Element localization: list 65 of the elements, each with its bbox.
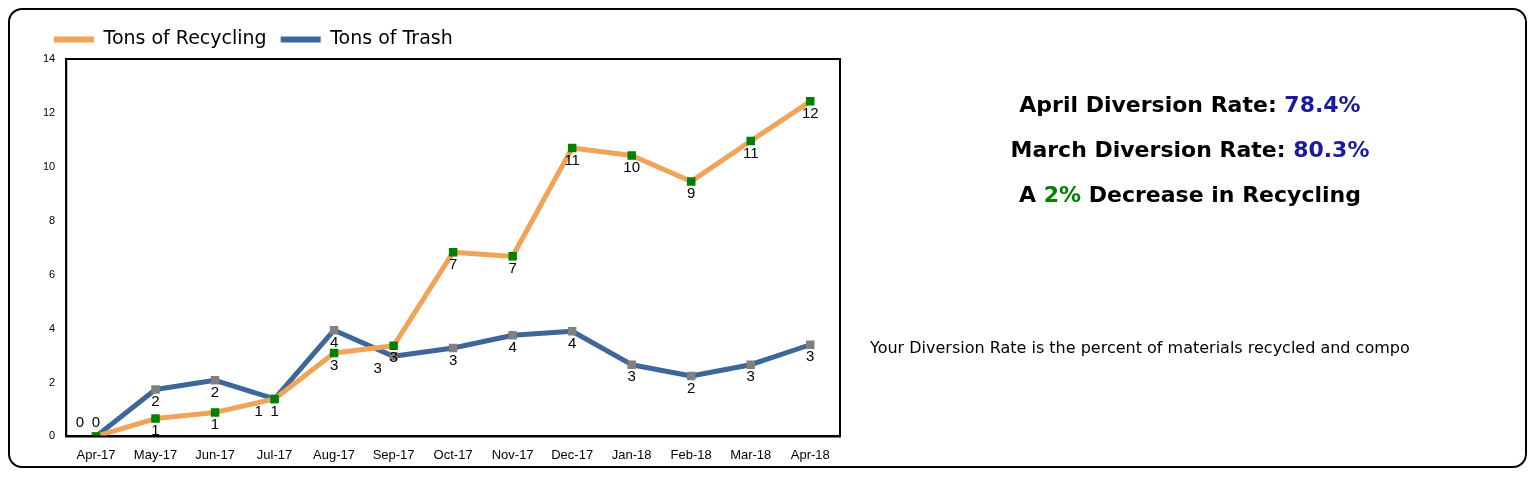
point [448,248,458,257]
point [151,414,160,423]
data-label: 3 [746,367,755,385]
y-tick-label: 14 [42,52,56,65]
x-tick-label: Oct-17 [433,446,473,462]
y-tick-label: 6 [49,267,56,280]
legend-label: Tons of Trash [329,26,453,49]
point [627,360,636,369]
data-label: 3 [329,355,339,373]
x-tick-label: Nov-17 [491,446,534,462]
x-tick-label: Apr-17 [76,446,116,462]
x-tick-label: Jul-17 [256,446,293,462]
data-label: 2 [210,382,220,400]
point [806,97,815,106]
data-label: 7 [508,258,517,276]
data-label: 9 [687,184,696,202]
point [210,376,220,385]
data-label: 3 [373,358,382,376]
text: March Diversion Rate: 80.3% [1010,137,1370,162]
x-tick-label: Jan-18 [611,446,652,462]
x-tick-label: Aug-17 [313,446,356,462]
data-label: 0 [91,413,101,431]
x-tick-label: Feb-18 [670,446,712,462]
data-label: 1 [151,421,160,439]
data-label: 3 [627,367,636,385]
data-label: 2 [687,378,696,396]
data-label: 4 [329,332,339,350]
text: A 2% Decrease in Recycling [1019,182,1361,207]
y-tick-label: 8 [49,213,56,226]
point [746,136,755,146]
y-tick-label: 12 [42,105,56,118]
y-tick-label: 0 [49,429,56,442]
data-label: 1 [270,401,279,419]
x-tick-label: Dec-17 [551,446,594,462]
text: April Diversion Rate: 78.4% [1019,92,1361,117]
point [210,408,220,417]
y-tick-label: 4 [49,321,56,334]
x-tick-label: May-17 [133,446,178,462]
x-tick-label: Sep-17 [372,446,415,462]
legend-label: Tons of Recycling [102,26,267,49]
point [567,327,577,336]
data-label: 3 [448,350,458,368]
data-label: 7 [448,254,458,272]
data-label: 10 [623,158,641,176]
x-tick-label: Mar-18 [730,446,772,462]
point [151,385,160,394]
point [686,177,696,186]
point [746,360,755,369]
point [627,151,636,160]
text: Your Diversion Rate is the percent of materials recycled and compo [870,338,1410,357]
x-tick-label: Apr-18 [790,446,830,462]
point [508,331,517,340]
point [508,252,517,261]
y-tick-label: 2 [49,375,56,388]
data-label: 1 [254,401,263,419]
data-label: 4 [508,337,517,355]
data-label: 11 [742,143,759,161]
data-label: 12 [801,103,819,121]
data-label: 4 [567,333,577,351]
data-label: 0 [75,413,85,431]
data-label: 1 [210,415,220,433]
x-tick-label: Jun-17 [195,446,235,462]
data-label: 2 [151,392,160,410]
y-tick-label: 10 [42,159,56,172]
data-label: 3 [806,347,815,365]
